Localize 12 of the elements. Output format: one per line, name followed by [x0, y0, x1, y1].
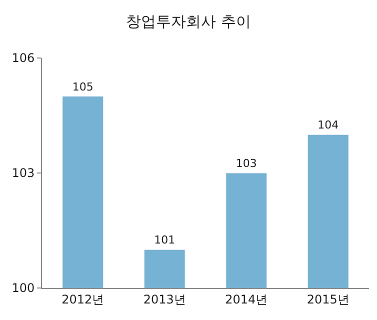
- chart-title: 창업투자회사 추이: [126, 12, 251, 30]
- x-tick-label: 2013년: [143, 292, 186, 306]
- y-tick-label: 103: [12, 166, 35, 180]
- x-tick-label: 2015년: [306, 292, 350, 306]
- x-tick-label: 2012년: [62, 292, 104, 306]
- y-tick-label: 106: [12, 51, 35, 66]
- data-label: 103: [236, 157, 257, 170]
- data-label: 101: [154, 234, 176, 247]
- data-label: 104: [318, 118, 339, 132]
- x-tick-label: 2014년: [225, 292, 268, 306]
- y-tick-label: 100: [12, 281, 35, 296]
- data-label: 105: [72, 80, 94, 94]
